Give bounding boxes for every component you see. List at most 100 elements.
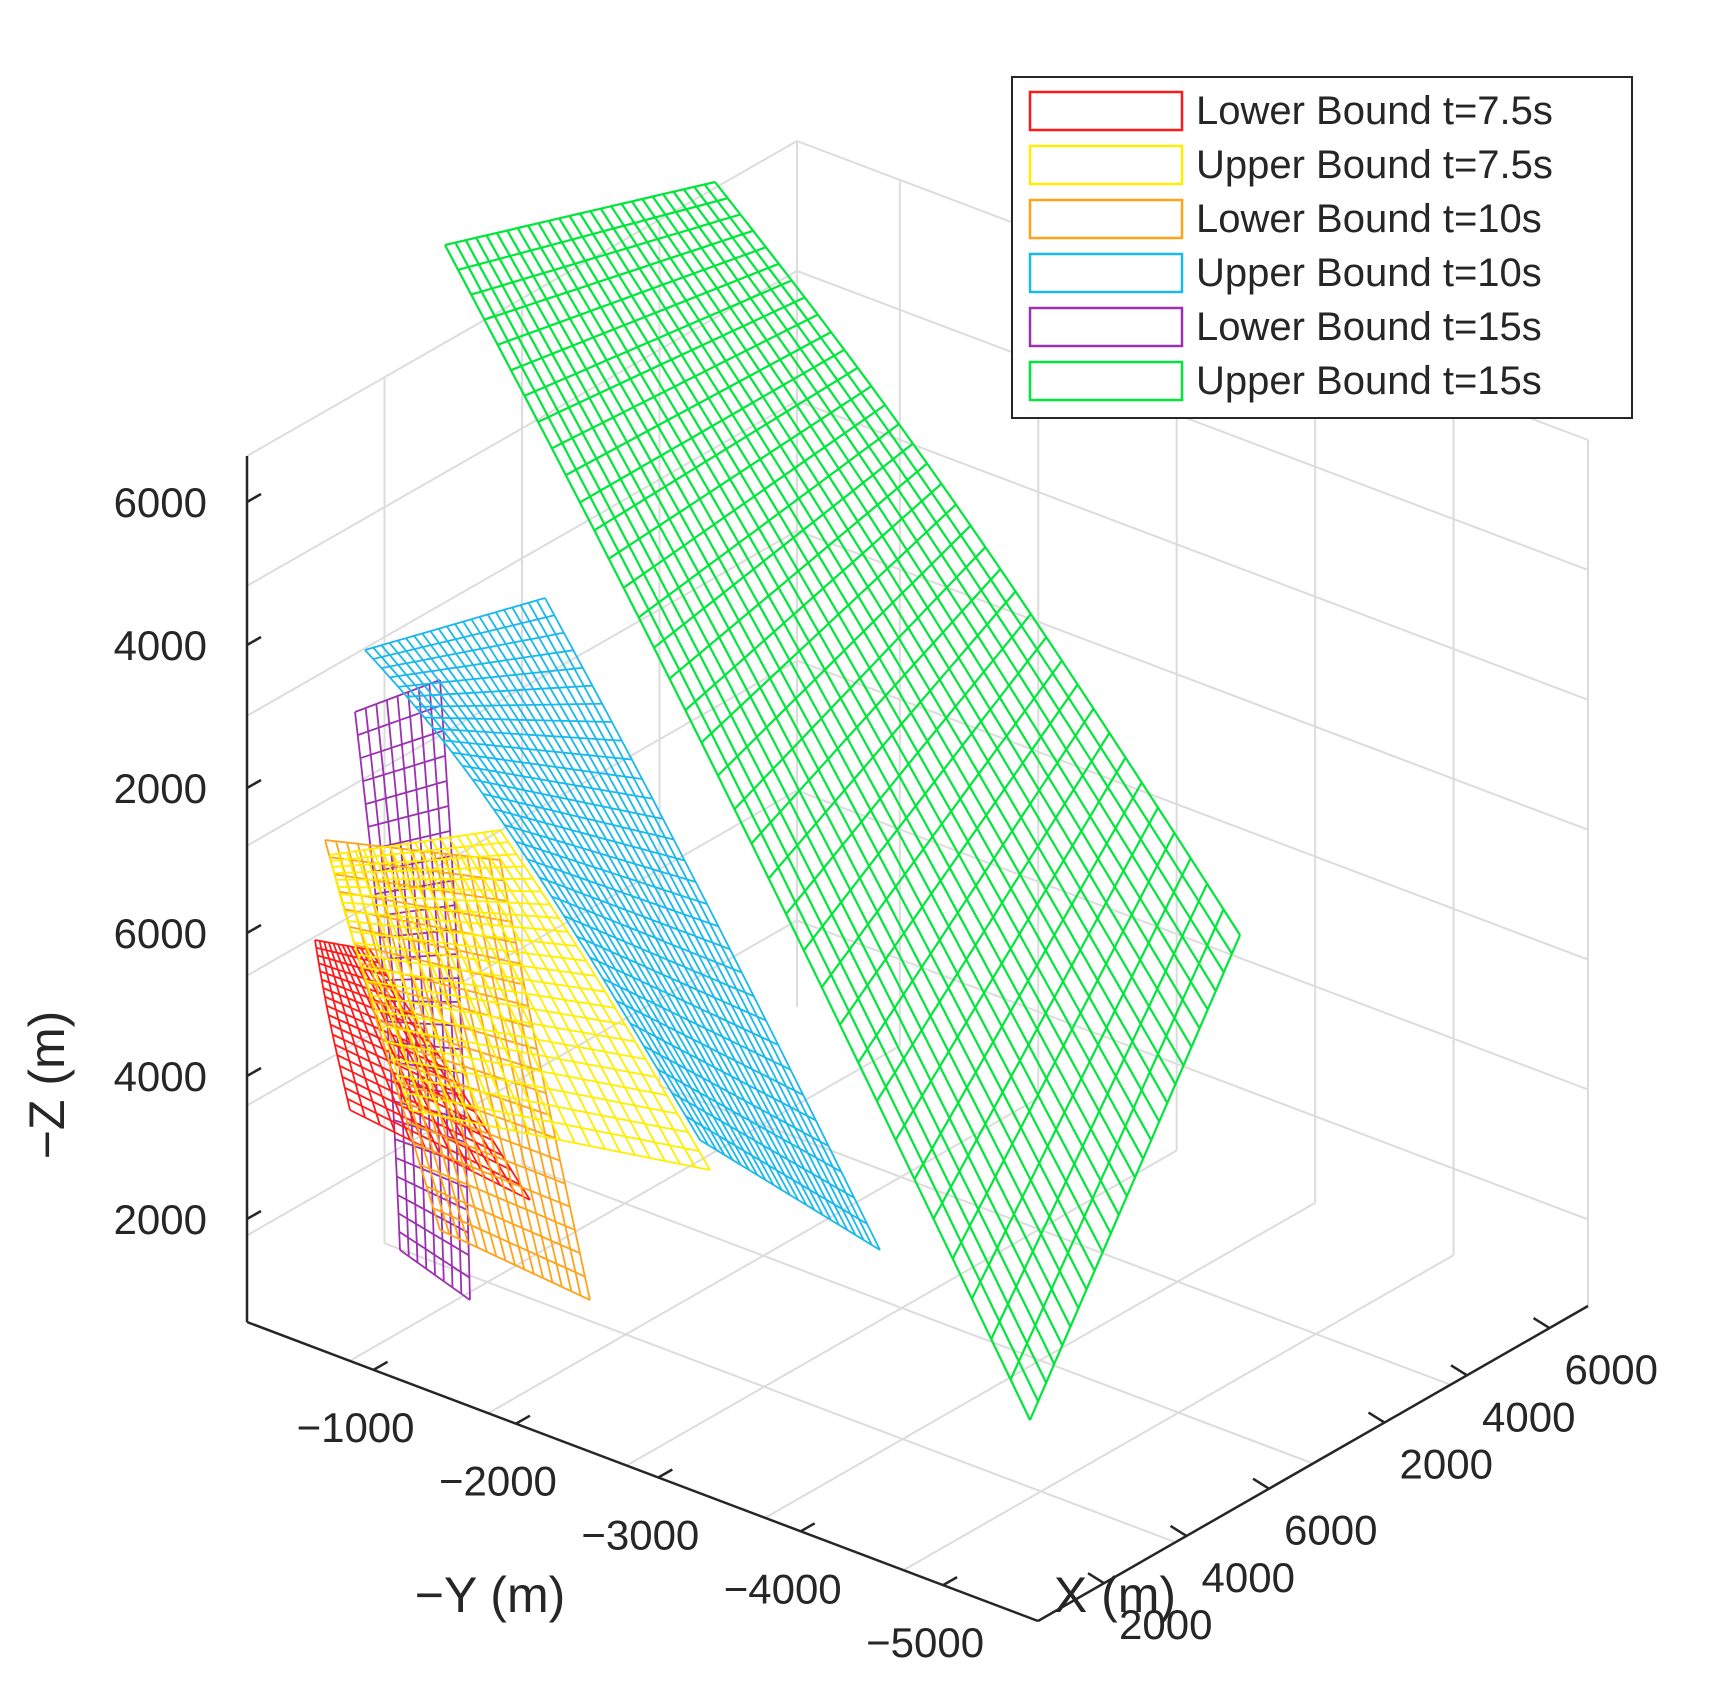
mesh-line (314, 939, 371, 951)
mesh-line (767, 590, 1017, 880)
tick-mark (372, 1360, 389, 1371)
mesh-line (353, 941, 596, 977)
mesh-line (475, 237, 1056, 1365)
mesh-line (324, 995, 431, 1043)
mesh-line (347, 920, 577, 947)
mesh-line (350, 930, 587, 962)
mesh-line (360, 729, 444, 760)
mesh-line (499, 829, 711, 1171)
surface-upper-bound-t-7-5s (329, 829, 711, 1171)
mesh-line (478, 616, 816, 1211)
side-wall-grid-line (246, 919, 798, 1237)
mesh-line (398, 1074, 689, 1134)
tick-mark (1367, 1411, 1386, 1424)
mesh-line (362, 754, 446, 783)
legend-swatch (1028, 252, 1184, 294)
back-wall-grid-line (796, 919, 1589, 1221)
mesh-line (386, 1041, 667, 1097)
mesh-line (785, 613, 1032, 915)
mesh-line (629, 1022, 817, 1122)
mesh-line (913, 781, 1143, 1180)
mesh-line (497, 246, 767, 346)
mesh-line (484, 229, 754, 321)
mesh-line (452, 751, 643, 780)
legend-label: Upper Bound t=7.5s (1196, 143, 1553, 187)
mesh-line (671, 1092, 855, 1199)
mesh-line (336, 1054, 485, 1127)
legend: Lower Bound t=7.5s Upper Bound t=7.5s Lowe… (1011, 76, 1633, 419)
mesh-line (344, 910, 568, 933)
legend-swatch (1028, 198, 1184, 240)
mesh-line (329, 829, 501, 856)
tick-mark (1532, 1316, 1551, 1330)
y-tick-label: −4000 (724, 1565, 842, 1612)
mesh-line (339, 893, 551, 906)
mesh-line (1009, 908, 1225, 1380)
mesh-line (820, 660, 1063, 988)
mesh-line (657, 1068, 842, 1173)
mesh-line (381, 631, 564, 669)
mesh-line (409, 1109, 711, 1171)
mesh-line (643, 1045, 829, 1147)
z-tick-label: 6000 (114, 479, 207, 526)
floor-grid-line (659, 1084, 1451, 1386)
mesh-line (537, 296, 806, 423)
mesh-line (419, 1163, 576, 1231)
y-tick-label: −3000 (581, 1511, 699, 1558)
mesh-line (335, 877, 534, 881)
mesh-line (334, 865, 525, 875)
mesh-line (372, 614, 555, 660)
mesh-line (951, 832, 1176, 1260)
mesh-line (332, 853, 517, 868)
mesh-line (376, 1019, 542, 1072)
mesh-line (565, 331, 832, 477)
surface-lower-bound-t-15s (354, 679, 471, 1301)
mesh-line (426, 1185, 581, 1255)
y-tick-label: −5000 (866, 1619, 984, 1666)
z-tick-label: 2000 (114, 765, 207, 812)
mesh-line (319, 970, 405, 1003)
legend-label: Upper Bound t=10s (1196, 251, 1542, 295)
tick-mark (1450, 1364, 1468, 1377)
mesh-line (1028, 934, 1242, 1421)
mesh-line (990, 883, 1209, 1340)
mesh-line (638, 423, 900, 619)
mesh-line (717, 524, 972, 777)
tick-mark (246, 1066, 262, 1078)
mesh-line (472, 778, 664, 820)
tick-mark (246, 778, 262, 790)
legend-label: Lower Bound t=7.5s (1196, 89, 1553, 133)
mesh-line (382, 1038, 547, 1094)
back-wall-grid-line (796, 529, 1589, 831)
mesh-line (699, 1139, 881, 1251)
mesh-line (413, 1142, 571, 1208)
mesh-line (330, 1023, 457, 1084)
tick-mark (246, 635, 262, 647)
mesh-line (593, 366, 859, 532)
z-tick-label: 6000 (114, 910, 207, 957)
x-tick-label: 6000 (1565, 1346, 1658, 1393)
mesh-line (349, 1109, 531, 1201)
mesh-line (331, 841, 509, 862)
mesh-line (875, 732, 1111, 1102)
mesh-line (366, 980, 626, 1026)
legend-label: Lower Bound t=15s (1196, 305, 1542, 349)
x-tick-label: 4000 (1202, 1554, 1295, 1601)
y-axis-label: −Y (m) (415, 1567, 566, 1623)
mesh-line (563, 915, 755, 998)
back-wall-grid-line (796, 659, 1589, 961)
mesh-line (608, 385, 872, 560)
mesh-line (354, 679, 441, 713)
mesh-line (551, 313, 819, 450)
z-tick-label: 4000 (114, 1053, 207, 1100)
side-wall-grid-line (246, 789, 798, 1107)
floor-grid-line (384, 1242, 1176, 1544)
mesh-line (700, 503, 957, 744)
mesh-line (396, 1175, 468, 1212)
surfaces (314, 180, 1242, 1421)
z-tick-label: 4000 (114, 622, 207, 669)
tick-mark (1087, 1572, 1105, 1585)
tick-mark (942, 1576, 958, 1587)
tick-mark (246, 1209, 262, 1221)
